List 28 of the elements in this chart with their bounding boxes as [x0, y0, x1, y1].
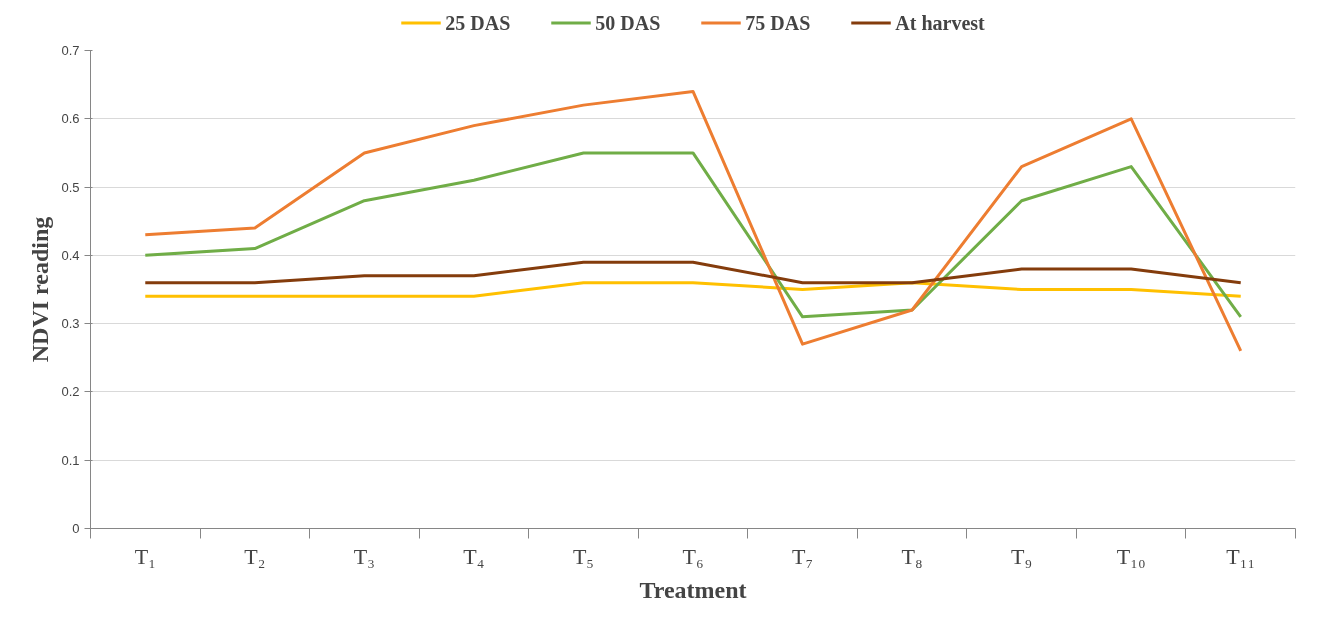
x-tick-label: T₁₀	[1116, 543, 1146, 569]
x-tick-label: T₃	[353, 543, 375, 569]
y-tick-label: 0.1	[61, 452, 80, 468]
x-tick-label: T₉	[1011, 543, 1033, 569]
legend-label: 25 DAS	[445, 11, 511, 34]
legend-label: 50 DAS	[595, 11, 661, 34]
legend-label: 75 DAS	[745, 11, 811, 34]
x-tick-label: T₁₁	[1226, 543, 1256, 569]
y-tick-label: 0.3	[61, 316, 80, 332]
x-tick-label: T₇	[791, 543, 814, 569]
x-tick-label: T₂	[244, 543, 266, 569]
x-tick-label: T₅	[572, 543, 595, 569]
y-tick-label: 0.4	[61, 247, 80, 263]
x-axis-title: Treatment	[639, 576, 747, 603]
y-tick-label: 0.2	[61, 384, 80, 400]
x-tick-label: T₈	[901, 543, 923, 569]
line-series	[143, 151, 1243, 319]
line-series	[143, 260, 1243, 285]
legend-label: At harvest	[895, 11, 985, 34]
y-tick-label: 0.5	[61, 179, 80, 195]
y-tick-label: 0.6	[61, 111, 80, 127]
x-tick-label: T₁	[134, 543, 156, 569]
y-tick-label: 0.7	[61, 43, 80, 58]
y-tick-label: 0	[72, 521, 80, 536]
line-series	[143, 89, 1243, 353]
x-tick-label: T₆	[682, 543, 704, 569]
x-tick-label: T₄	[463, 543, 485, 569]
y-axis-title: NDVI reading	[27, 216, 54, 363]
